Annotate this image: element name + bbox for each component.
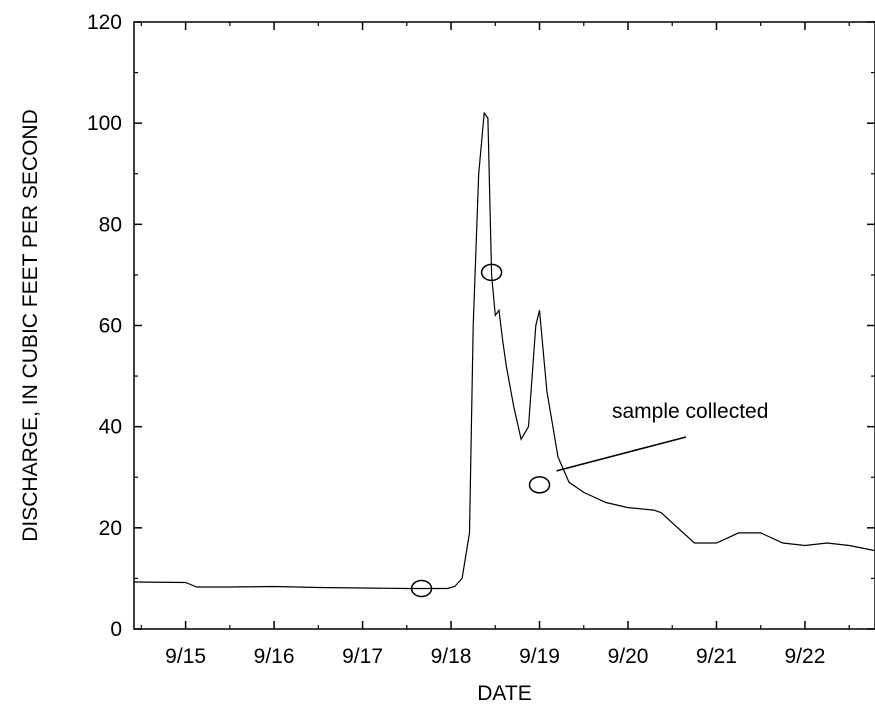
y-tick-label: 20 <box>99 517 122 540</box>
sample-marker <box>410 579 433 598</box>
y-tick-label: 0 <box>110 618 122 641</box>
x-tick-label: 9/17 <box>342 645 383 668</box>
y-tick-label: 100 <box>87 112 122 135</box>
x-tick-label: 9/22 <box>785 645 826 668</box>
discharge-series-line <box>133 111 875 590</box>
y-tick-label: 80 <box>99 213 122 236</box>
annotation-sample-collected: sample collected <box>612 400 768 423</box>
sample-marker <box>480 263 503 282</box>
axis-ticks <box>134 21 875 630</box>
y-tick-label: 40 <box>99 416 122 439</box>
x-tick-label: 9/18 <box>431 645 472 668</box>
x-axis-title: DATE <box>477 682 531 705</box>
axis-tick-labels: 0 20 40 60 80 100 120 9/15 9/16 9/17 9/18 9/19 9/20 9… <box>87 11 825 668</box>
y-tick-label: 120 <box>87 11 122 34</box>
y-tick-label: 60 <box>99 315 122 338</box>
x-tick-label: 9/21 <box>696 645 737 668</box>
x-tick-label: 9/19 <box>519 645 560 668</box>
y-axis-title: DISCHARGE, IN CUBIC FEET PER SECOND <box>19 109 42 542</box>
x-tick-label: 9/16 <box>254 645 295 668</box>
plot-frame <box>133 21 875 630</box>
annotation-leader-line <box>556 436 687 472</box>
sample-markers <box>410 263 551 598</box>
x-tick-label: 9/20 <box>608 645 649 668</box>
x-tick-label: 9/15 <box>165 645 206 668</box>
sample-marker <box>528 476 551 494</box>
